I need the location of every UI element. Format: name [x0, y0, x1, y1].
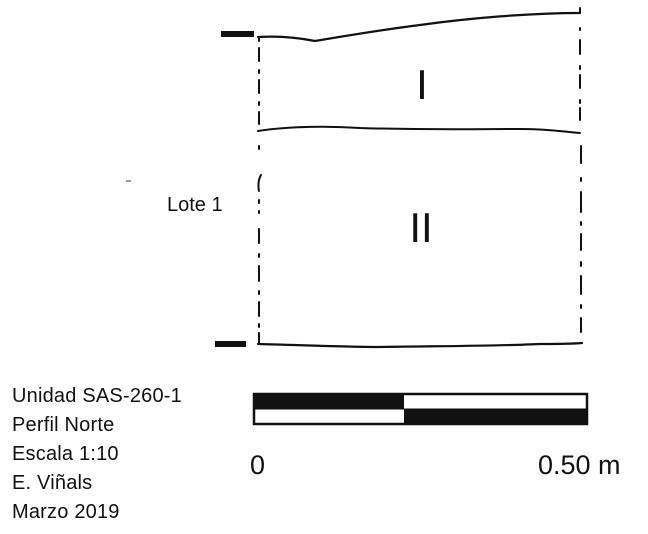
caption-scale: Escala 1:10	[12, 443, 119, 465]
bottom-datum-marker	[215, 341, 246, 347]
scale-bar-segment-bottom-right	[404, 409, 587, 424]
right-section-edge	[579, 7, 582, 333]
drawing-caption: Unidad SAS-260-1 Perfil Norte Escala 1:1…	[12, 382, 182, 527]
caption-date: Marzo 2019	[12, 501, 120, 523]
scale-bar	[252, 392, 589, 426]
scale-bar-segment-top-left	[254, 394, 404, 409]
layer-label-i: I	[416, 61, 428, 108]
scale-start-label: 0	[250, 450, 266, 480]
base-line	[256, 341, 584, 349]
surface-line	[256, 11, 582, 43]
scale-end-label: 0.50 m	[538, 450, 621, 480]
caption-author: E. Viñals	[12, 472, 93, 494]
caption-profile: Perfil Norte	[12, 414, 115, 436]
left-section-edge	[257, 36, 262, 345]
caption-unit: Unidad SAS-260-1	[12, 385, 182, 407]
layer-boundary-line	[257, 125, 581, 134]
lot-label: Lote 1	[167, 194, 223, 216]
layer-label-ii: II	[409, 204, 432, 251]
top-datum-marker	[221, 31, 254, 37]
